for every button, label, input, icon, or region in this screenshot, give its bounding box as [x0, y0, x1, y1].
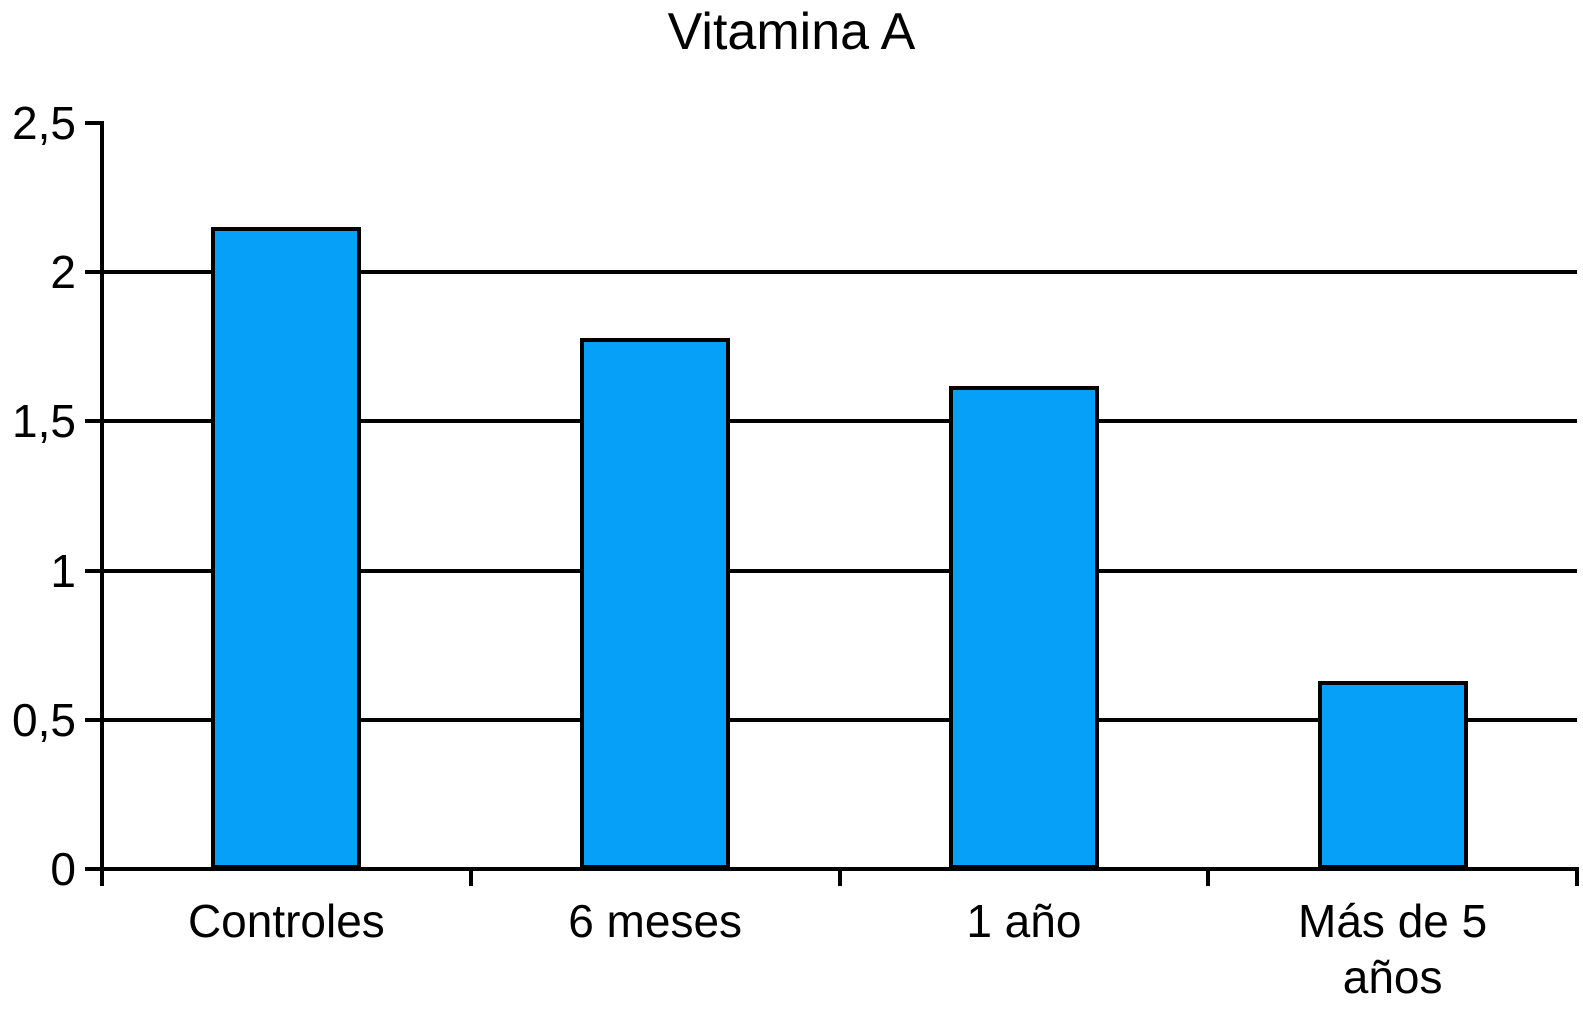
y-tick	[85, 568, 102, 573]
x-category-label: Más de 5 años	[1298, 895, 1488, 1003]
y-tick-label: 0,5	[12, 693, 76, 746]
x-tick	[468, 867, 473, 886]
x-tick	[1206, 867, 1211, 886]
x-category-label: Controles	[187, 895, 385, 947]
x-category-label: 1 año	[966, 895, 1082, 947]
x-tick	[100, 867, 104, 886]
gridline	[102, 270, 1577, 275]
y-tick	[85, 867, 102, 871]
y-tick-label: 1	[50, 544, 76, 597]
y-tick	[85, 121, 102, 125]
x-tick	[837, 867, 842, 886]
y-tick	[85, 717, 102, 722]
gridline	[102, 419, 1577, 424]
y-axis-line	[100, 121, 104, 886]
y-tick	[85, 270, 102, 275]
bar	[1317, 681, 1468, 869]
bar	[211, 227, 362, 869]
bar	[948, 385, 1099, 869]
gridline	[102, 568, 1577, 573]
bar	[580, 337, 731, 869]
chart-title: Vitamina A	[667, 3, 916, 61]
y-tick-label: 1,5	[12, 395, 76, 448]
x-tick	[1575, 867, 1579, 886]
y-tick-label: 0	[50, 843, 76, 895]
y-tick-label: 2	[50, 246, 76, 299]
x-axis-line	[85, 867, 1579, 871]
y-tick	[85, 419, 102, 424]
x-category-label: 6 meses	[568, 895, 743, 947]
gridline	[102, 717, 1577, 722]
y-tick-label: 2,5	[12, 97, 76, 149]
